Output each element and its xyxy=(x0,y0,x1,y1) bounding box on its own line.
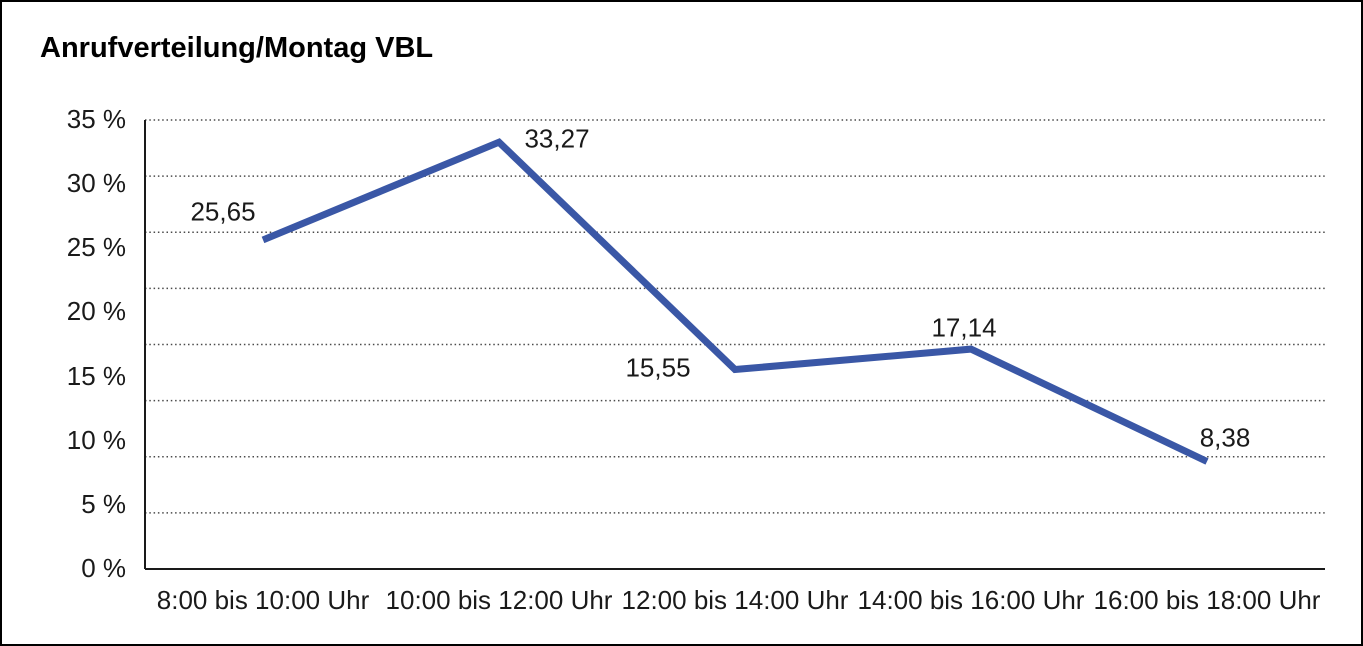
data-line xyxy=(261,138,1209,465)
gridlines xyxy=(145,119,1325,514)
x-tick-label: 16:00 bis 18:00 Uhr xyxy=(1093,585,1321,615)
y-tick-label: 30 % xyxy=(66,168,126,199)
y-tick-label: 35 % xyxy=(66,103,126,134)
data-point-label: 8,38 xyxy=(1199,422,1251,453)
chart-title: Anrufverteilung/Montag VBL xyxy=(40,32,434,64)
axes xyxy=(144,120,1325,570)
y-tick-label: 25 % xyxy=(66,232,126,263)
y-tick-label: 15 % xyxy=(66,360,126,391)
data-point-label: 15,55 xyxy=(625,352,691,383)
y-tick-label: 0 % xyxy=(81,552,126,583)
x-tick-label: 8:00 bis 10:00 Uhr xyxy=(156,585,370,615)
x-tick-label: 10:00 bis 12:00 Uhr xyxy=(385,585,613,615)
data-point-label: 17,14 xyxy=(931,312,997,343)
data-point-label: 25,65 xyxy=(190,196,256,227)
x-tick-label: 14:00 bis 16:00 Uhr xyxy=(857,585,1085,615)
data-point-label: 33,27 xyxy=(524,123,590,154)
y-tick-label: 5 % xyxy=(81,488,126,519)
y-tick-label: 20 % xyxy=(66,296,126,327)
x-tick-label: 12:00 bis 14:00 Uhr xyxy=(621,585,849,615)
y-tick-label: 10 % xyxy=(66,424,126,455)
